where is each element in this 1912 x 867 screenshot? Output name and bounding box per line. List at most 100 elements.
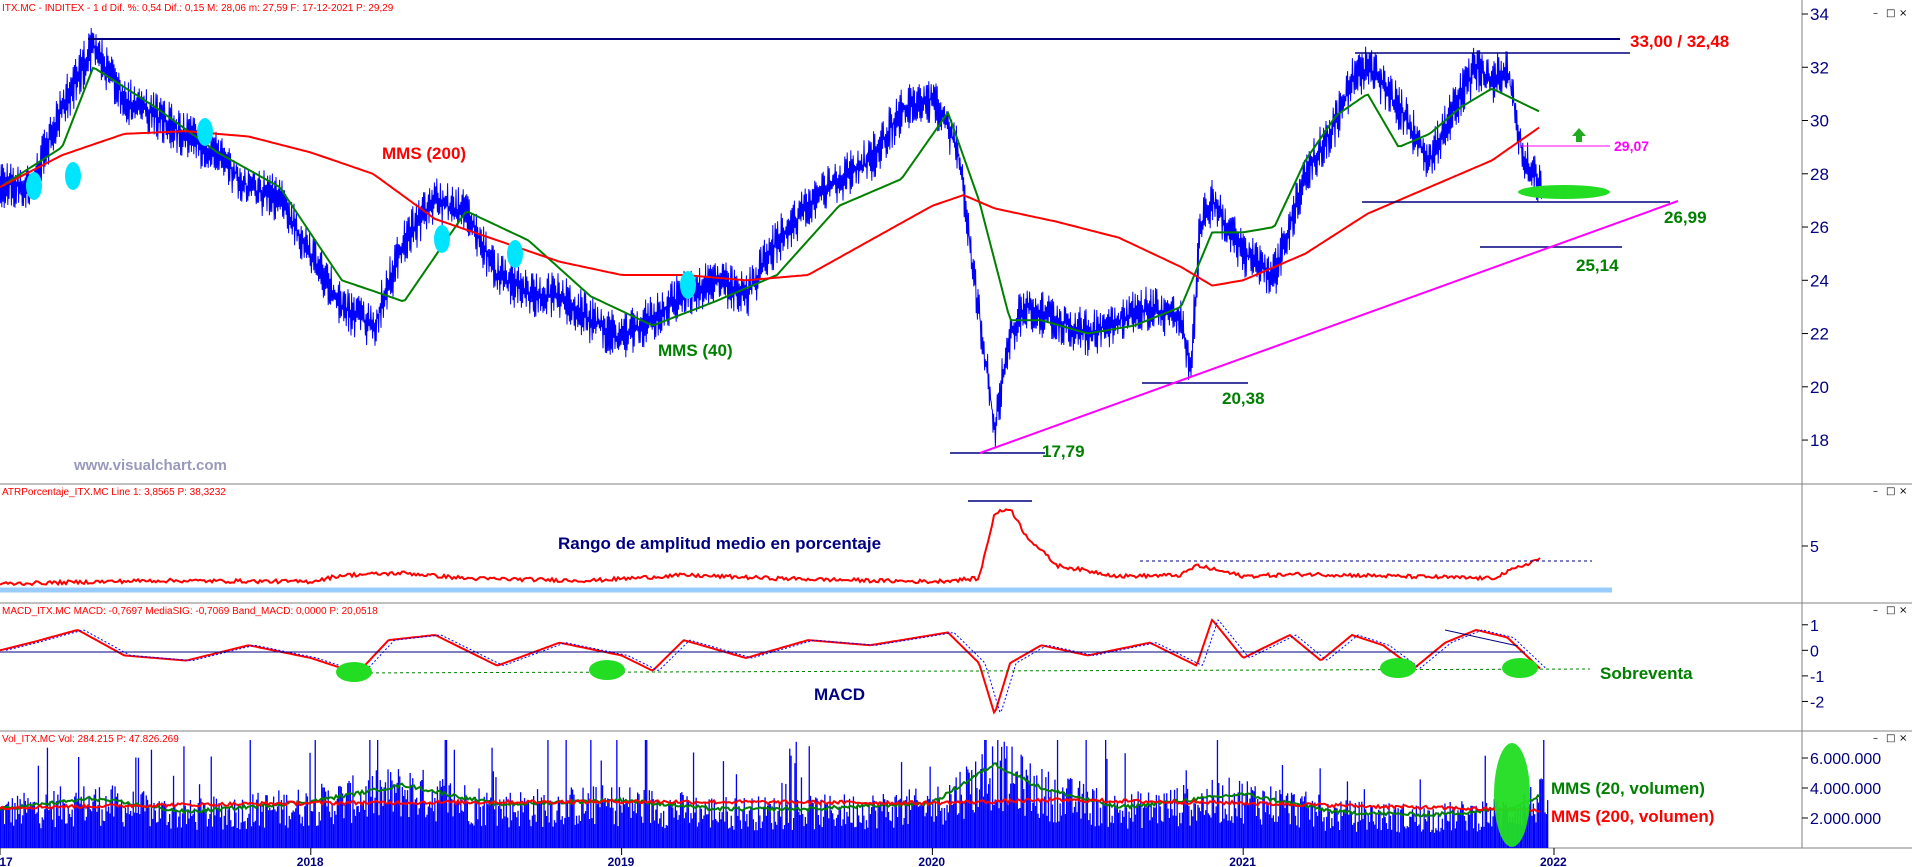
volume-bar xyxy=(176,827,179,848)
volume-bar xyxy=(475,801,478,848)
volume-bar xyxy=(334,811,336,848)
volume-bar xyxy=(123,826,125,848)
volume-bar xyxy=(1470,805,1472,848)
volume-bar xyxy=(507,817,509,848)
volume-bar xyxy=(1301,796,1303,848)
volume-bar xyxy=(527,801,530,848)
volume-panel-controls[interactable]: – □ × xyxy=(1873,733,1907,744)
volume-bar xyxy=(266,795,268,848)
volume-bar xyxy=(1107,826,1109,848)
volume-bar xyxy=(1303,796,1306,848)
volume-bar xyxy=(785,783,787,848)
panel-close-icon[interactable]: × xyxy=(1899,486,1907,497)
volume-bar xyxy=(1099,807,1102,848)
volume-bar xyxy=(1098,825,1100,848)
price-panel-controls[interactable]: – □ × xyxy=(1873,8,1907,19)
volume-bar xyxy=(1007,804,1009,848)
volume-bar xyxy=(1180,823,1182,848)
volume-bar xyxy=(208,818,210,848)
volume-bar xyxy=(438,802,440,848)
volume-bar xyxy=(284,825,286,848)
volume-bar xyxy=(1466,830,1468,848)
volume-bar xyxy=(1339,830,1341,848)
panel-maximize-icon[interactable]: □ xyxy=(1886,486,1895,497)
volume-bar xyxy=(169,814,171,848)
macd-panel-controls[interactable]: – □ × xyxy=(1873,605,1907,616)
price-panel-header: ITX.MC - INDITEX - 1 d Dif. %: 0,54 Dif.… xyxy=(2,3,394,14)
atr-panel-controls[interactable]: – □ × xyxy=(1873,486,1907,497)
volume-bar xyxy=(1011,746,1013,848)
volume-bar xyxy=(187,810,189,848)
volume-bar xyxy=(938,798,940,848)
volume-bar xyxy=(149,826,151,848)
volume-bar xyxy=(1500,827,1502,848)
macd-series xyxy=(0,618,1541,715)
volume-bar xyxy=(260,804,262,848)
volume-bar xyxy=(561,816,563,848)
volume-bar xyxy=(930,816,933,848)
panel-close-icon[interactable]: × xyxy=(1899,8,1907,19)
volume-bar xyxy=(934,801,936,848)
volume-bar xyxy=(458,813,461,848)
volume-bar xyxy=(1166,793,1168,848)
volume-bar xyxy=(669,799,671,848)
volume-bar xyxy=(509,792,511,848)
volume-bar xyxy=(1475,805,1477,848)
volume-bar xyxy=(1362,818,1364,848)
volume-bar xyxy=(1181,812,1183,848)
volume-bar xyxy=(140,794,142,848)
panel-close-icon[interactable]: × xyxy=(1899,605,1907,616)
x-tick-label: 2020 xyxy=(918,855,945,867)
volume-bar xyxy=(9,809,11,848)
volume-bar xyxy=(1179,812,1181,848)
volume-bar xyxy=(1146,806,1148,848)
volume-bar xyxy=(304,806,306,848)
volume-bar xyxy=(1443,829,1445,848)
oversold-ellipse xyxy=(589,660,625,680)
volume-bar xyxy=(665,825,667,848)
volume-bar xyxy=(724,821,726,848)
panel-maximize-icon[interactable]: □ xyxy=(1886,8,1895,19)
volume-bar xyxy=(843,794,845,848)
panel-maximize-icon[interactable]: □ xyxy=(1886,605,1895,616)
volume-bar xyxy=(1046,815,1048,848)
volume-bar xyxy=(1482,801,1484,848)
volume-bar xyxy=(206,826,208,848)
axes: 182022242628303234510-1-22.000.0004.000.… xyxy=(0,5,1881,867)
volume-bar xyxy=(1024,815,1026,848)
panel-minimize-icon[interactable]: – xyxy=(1873,486,1878,497)
panel-minimize-icon[interactable]: – xyxy=(1873,605,1878,616)
volume-bar xyxy=(1198,807,1200,848)
volume-bar xyxy=(1314,802,1316,848)
volume-bar xyxy=(808,746,810,848)
volume-bar xyxy=(1363,789,1365,848)
volume-bar xyxy=(990,810,992,848)
volume-bar xyxy=(890,821,892,848)
panel-minimize-icon[interactable]: – xyxy=(1873,8,1878,19)
volume-bar xyxy=(733,829,735,848)
volume-bar xyxy=(413,802,415,848)
volume-bar xyxy=(601,785,604,848)
volume-bar xyxy=(26,812,28,848)
panel-close-icon[interactable]: × xyxy=(1899,733,1907,744)
panel-minimize-icon[interactable]: – xyxy=(1873,733,1878,744)
volume-bar xyxy=(1125,807,1128,848)
volume-bar xyxy=(964,800,966,848)
volume-bar xyxy=(829,795,831,848)
volume-bar xyxy=(59,786,62,848)
volume-bar xyxy=(282,809,284,848)
volume-bar xyxy=(1419,779,1421,848)
volume-bar xyxy=(1041,769,1043,848)
volume-bar xyxy=(270,810,272,848)
volume-bar xyxy=(1266,801,1268,848)
volume-bar xyxy=(525,804,527,848)
volume-bar xyxy=(416,797,418,848)
volume-bar xyxy=(453,749,455,848)
panel-maximize-icon[interactable]: □ xyxy=(1886,733,1895,744)
volume-bar xyxy=(74,796,76,848)
volume-bar xyxy=(1446,820,1449,848)
volume-bar xyxy=(1223,818,1225,848)
volume-bar xyxy=(409,772,411,848)
volume-bar xyxy=(1183,785,1185,848)
volume-bar xyxy=(1337,821,1339,848)
